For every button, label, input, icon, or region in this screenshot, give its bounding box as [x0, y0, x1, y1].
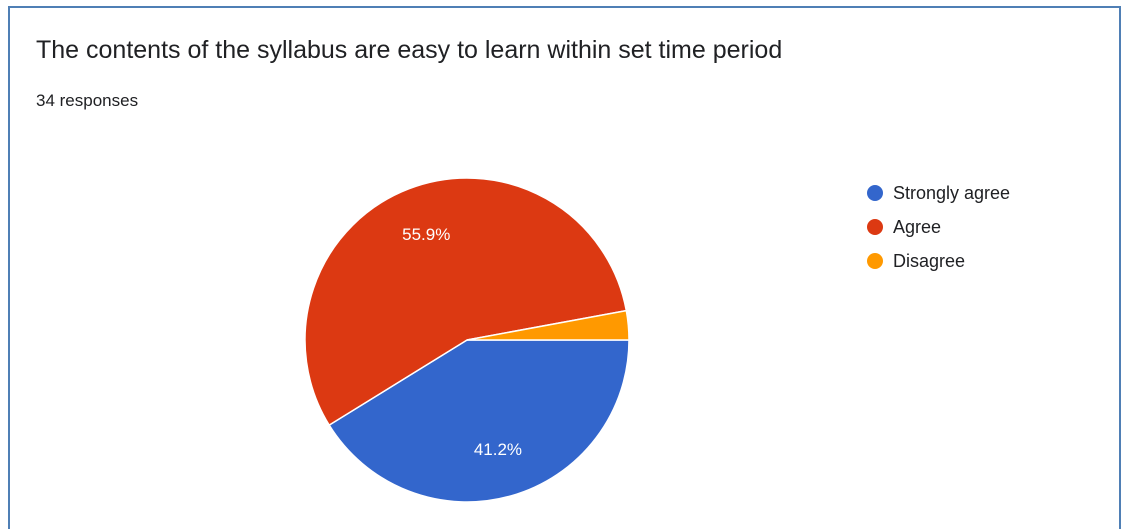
- legend-label: Strongly agree: [893, 182, 1011, 203]
- slice-strongly-agree[interactable]: [328, 339, 630, 503]
- chart-card: The contents of the syllabus are easy to…: [8, 6, 1121, 529]
- slice-agree[interactable]: [304, 177, 628, 427]
- legend-swatch: [867, 219, 883, 235]
- legend-item-agree[interactable]: Agree: [867, 210, 1010, 244]
- slice-data-label: 55.9%: [402, 225, 450, 244]
- legend: Strongly agree Agree Disagree: [867, 176, 1010, 278]
- slice-disagree[interactable]: [466, 309, 630, 341]
- chart-title: The contents of the syllabus are easy to…: [36, 36, 783, 64]
- legend-swatch: [867, 253, 883, 269]
- legend-item-disagree[interactable]: Disagree: [867, 244, 1010, 278]
- response-count: 34 responses: [36, 91, 139, 110]
- legend-label: Disagree: [893, 250, 966, 271]
- legend-swatch: [867, 185, 883, 201]
- legend-label: Agree: [893, 216, 942, 237]
- slice-data-label: 41.2%: [474, 440, 522, 459]
- pie-chart: 41.2% 55.9%: [304, 177, 630, 503]
- legend-item-strongly-agree[interactable]: Strongly agree: [867, 176, 1010, 210]
